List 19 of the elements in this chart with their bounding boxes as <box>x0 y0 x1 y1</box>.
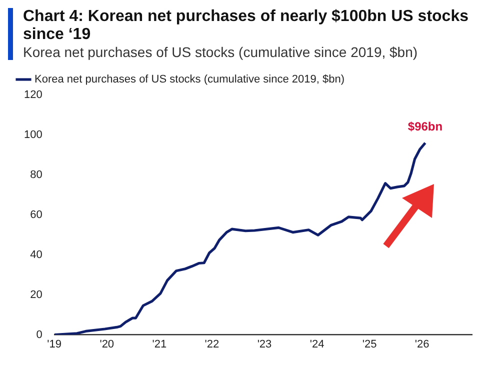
x-tick-label: '19 <box>47 338 62 350</box>
y-tick-label: 120 <box>24 89 42 102</box>
y-tick-label: 40 <box>30 248 42 261</box>
chart-title: Chart 4: Korean net purchases of nearly $100bn US stocks since ‘19 <box>23 8 470 44</box>
x-tick-label: '23 <box>257 338 272 350</box>
y-tick-label: 60 <box>30 208 42 221</box>
x-tick-label: '22 <box>204 338 220 350</box>
y-tick-label: 100 <box>24 129 42 141</box>
y-tick-label: 80 <box>30 168 42 181</box>
chart-subtitle: Korea net purchases of US stocks (cumulative since 2019, $bn) <box>23 44 419 60</box>
x-tick-label: '26 <box>414 338 430 350</box>
y-tick-label: 20 <box>30 288 42 301</box>
x-tick-label: '24 <box>310 338 324 350</box>
annotation: $96bn <box>408 119 443 134</box>
x-tick-label: '25 <box>362 338 377 350</box>
x-tick-label: '20 <box>100 338 114 350</box>
y-tick-label: 0 <box>36 328 42 341</box>
legend-label: Korea net purchases of US stocks (cumulative since 2019, $bn) <box>34 74 344 86</box>
x-tick-label: '21 <box>152 338 167 350</box>
